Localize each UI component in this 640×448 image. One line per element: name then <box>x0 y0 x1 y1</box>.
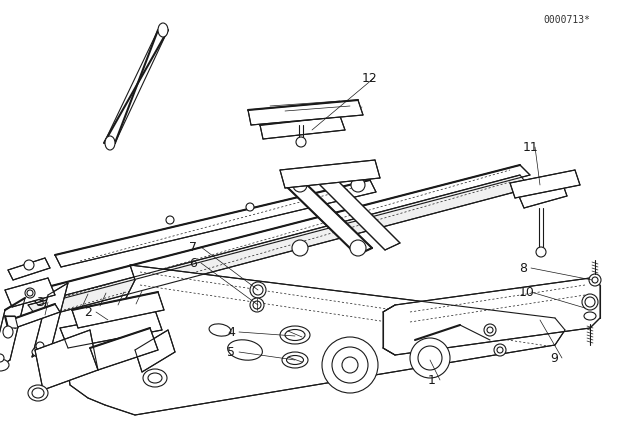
Ellipse shape <box>253 285 263 295</box>
Ellipse shape <box>487 327 493 333</box>
Ellipse shape <box>105 136 115 150</box>
Text: 2: 2 <box>84 306 92 319</box>
Ellipse shape <box>410 338 450 378</box>
Ellipse shape <box>250 282 266 298</box>
Ellipse shape <box>282 352 308 368</box>
Text: 0000713*: 0000713* <box>543 15 590 25</box>
Polygon shape <box>285 178 372 255</box>
Ellipse shape <box>3 326 13 338</box>
Polygon shape <box>68 265 565 415</box>
Ellipse shape <box>592 277 598 283</box>
Ellipse shape <box>209 324 231 336</box>
Polygon shape <box>383 278 600 355</box>
Ellipse shape <box>166 216 174 224</box>
Text: 5: 5 <box>227 345 235 358</box>
Ellipse shape <box>484 324 496 336</box>
Polygon shape <box>72 292 164 328</box>
Text: 8: 8 <box>519 262 527 275</box>
Polygon shape <box>518 182 567 208</box>
Polygon shape <box>5 316 18 328</box>
Ellipse shape <box>24 260 34 270</box>
Ellipse shape <box>27 290 33 296</box>
Polygon shape <box>315 173 400 250</box>
Ellipse shape <box>253 301 261 309</box>
Ellipse shape <box>25 288 35 298</box>
Ellipse shape <box>228 340 262 360</box>
Ellipse shape <box>280 326 310 344</box>
Ellipse shape <box>32 388 44 398</box>
Polygon shape <box>135 330 175 372</box>
Ellipse shape <box>32 347 48 357</box>
Polygon shape <box>28 175 530 318</box>
Ellipse shape <box>287 356 303 365</box>
Ellipse shape <box>0 354 4 362</box>
Polygon shape <box>260 116 345 139</box>
Polygon shape <box>5 278 55 307</box>
Text: 7: 7 <box>189 241 197 254</box>
Text: 6: 6 <box>189 257 197 270</box>
Text: 11: 11 <box>523 141 539 154</box>
Ellipse shape <box>143 369 167 387</box>
Ellipse shape <box>246 203 254 211</box>
Polygon shape <box>10 304 60 328</box>
Ellipse shape <box>28 385 48 401</box>
Ellipse shape <box>332 347 368 383</box>
Ellipse shape <box>582 294 598 310</box>
Ellipse shape <box>36 342 44 350</box>
Text: 12: 12 <box>362 72 378 85</box>
Polygon shape <box>280 160 380 188</box>
Polygon shape <box>28 165 530 305</box>
Polygon shape <box>0 298 25 372</box>
Ellipse shape <box>350 240 366 256</box>
Ellipse shape <box>293 178 307 192</box>
Ellipse shape <box>494 344 506 356</box>
Text: 3: 3 <box>36 296 44 309</box>
Ellipse shape <box>285 329 305 340</box>
Ellipse shape <box>148 373 162 383</box>
Polygon shape <box>35 330 98 390</box>
Polygon shape <box>90 328 158 370</box>
Polygon shape <box>510 170 580 198</box>
Polygon shape <box>104 30 168 143</box>
Ellipse shape <box>418 346 442 370</box>
Polygon shape <box>55 180 376 267</box>
Ellipse shape <box>351 178 365 192</box>
Polygon shape <box>32 283 68 357</box>
Text: 4: 4 <box>227 326 235 339</box>
Ellipse shape <box>250 298 264 312</box>
Ellipse shape <box>536 247 546 257</box>
Text: 1: 1 <box>428 374 436 387</box>
Ellipse shape <box>292 240 308 256</box>
Ellipse shape <box>0 359 9 371</box>
Polygon shape <box>8 258 50 280</box>
Ellipse shape <box>322 337 378 393</box>
Text: 10: 10 <box>519 285 535 298</box>
Ellipse shape <box>497 347 503 353</box>
Polygon shape <box>248 100 363 125</box>
Text: 9: 9 <box>550 352 558 365</box>
Ellipse shape <box>584 312 596 320</box>
Ellipse shape <box>158 23 168 37</box>
Ellipse shape <box>585 297 595 307</box>
Ellipse shape <box>589 274 601 286</box>
Polygon shape <box>60 310 162 348</box>
Ellipse shape <box>342 357 358 373</box>
Ellipse shape <box>296 137 306 147</box>
